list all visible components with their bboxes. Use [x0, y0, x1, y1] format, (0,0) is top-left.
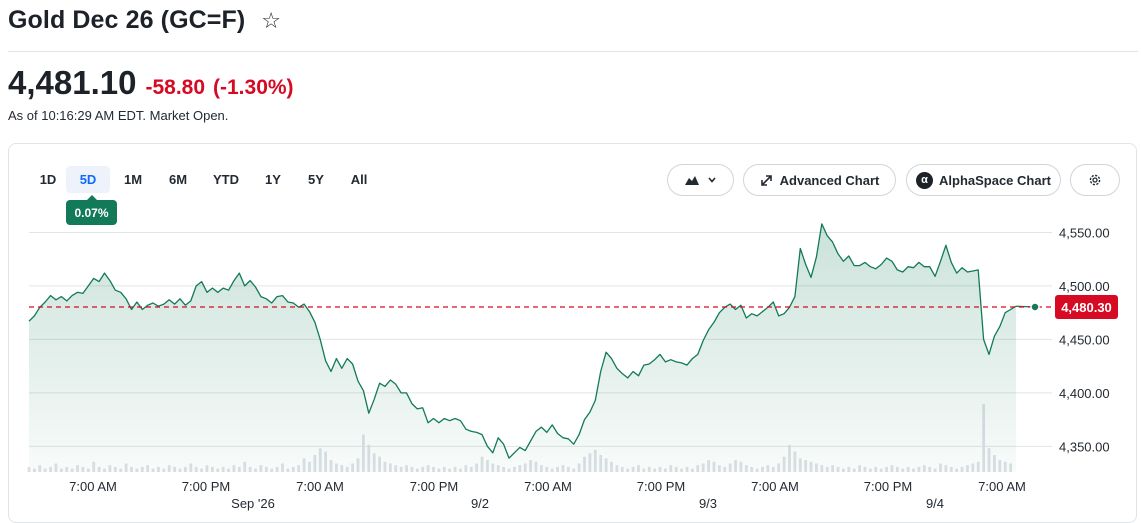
- price-chart[interactable]: 4,350.00 4,400.00 4,450.00 4,500.00 4,550.00…: [0, 0, 1141, 511]
- x-tick-label: 7:00 AM: [524, 479, 572, 494]
- last-price-dot: [1030, 302, 1040, 312]
- title-row: Gold Dec 26 (GC=F) ☆: [8, 6, 281, 35]
- header-divider: [8, 51, 1138, 52]
- x-tick-label: 7:00 AM: [296, 479, 344, 494]
- last-price-label-bg: [1055, 294, 1118, 319]
- last-price-label: 4,480.30: [1061, 300, 1112, 315]
- range-tab-all[interactable]: All: [350, 172, 368, 187]
- range-tab-1m[interactable]: 1M: [123, 172, 143, 187]
- range-tabs: 1D 5D 1M 6M YTD 1Y 5Y All: [30, 166, 380, 193]
- chevron-down-icon: [707, 177, 716, 183]
- x-tick-label: 7:00 PM: [637, 479, 685, 494]
- quote-price-row: 4,481.10 -58.80 (-1.30%): [8, 64, 294, 102]
- x-tick-label: 7:00 AM: [69, 479, 117, 494]
- alphaspace-icon: α: [916, 171, 933, 189]
- range-tab-5y[interactable]: 5Y: [308, 172, 324, 187]
- x-date-label: 9/3: [699, 496, 717, 511]
- alphaspace-chart-button[interactable]: α AlphaSpace Chart: [906, 164, 1061, 196]
- market-time-note: As of 10:16:29 AM EDT. Market Open.: [8, 108, 229, 123]
- page-title: Gold Dec 26 (GC=F): [8, 6, 246, 34]
- chart-settings-button[interactable]: [1070, 164, 1120, 196]
- x-date-label: 9/2: [471, 496, 489, 511]
- x-tick-label: 7:00 PM: [182, 479, 230, 494]
- alphaspace-chart-label: AlphaSpace Chart: [939, 172, 1051, 188]
- gear-icon: [1089, 174, 1101, 186]
- x-tick-label: 7:00 PM: [864, 479, 912, 494]
- y-tick-label: 4,350.00: [1059, 439, 1110, 454]
- period-change-badge: 0.07%: [66, 195, 117, 225]
- price-line: [28, 223, 1017, 459]
- advanced-chart-button[interactable]: Advanced Chart: [743, 164, 896, 196]
- range-tab-ytd[interactable]: YTD: [213, 172, 239, 187]
- range-tab-1y[interactable]: 1Y: [265, 172, 281, 187]
- x-date-label: 9/4: [926, 496, 944, 511]
- mountain-chart-icon: [684, 176, 699, 185]
- y-tick-label: 4,500.00: [1059, 279, 1110, 294]
- range-tab-5d[interactable]: 5D: [66, 166, 110, 193]
- y-tick-label: 4,400.00: [1059, 386, 1110, 401]
- y-tick-label: 4,550.00: [1059, 225, 1110, 240]
- y-tick-label: 4,450.00: [1059, 332, 1110, 347]
- quote-price: 4,481.10: [8, 64, 137, 101]
- price-area: [29, 223, 1016, 472]
- x-tick-label: 7:00 AM: [978, 479, 1026, 494]
- chart-type-button[interactable]: [667, 164, 734, 196]
- range-tab-6m[interactable]: 6M: [168, 172, 188, 187]
- x-date-label: Sep '26: [231, 496, 275, 511]
- range-tab-1d[interactable]: 1D: [39, 172, 57, 187]
- quote-change-percent: (-1.30%): [213, 76, 294, 99]
- advanced-chart-label: Advanced Chart: [779, 172, 880, 188]
- x-tick-label: 7:00 AM: [751, 479, 799, 494]
- quote-change: -58.80: [145, 76, 206, 99]
- star-icon[interactable]: ☆: [261, 7, 281, 33]
- expand-icon: [760, 174, 772, 186]
- x-tick-label: 7:00 PM: [410, 479, 458, 494]
